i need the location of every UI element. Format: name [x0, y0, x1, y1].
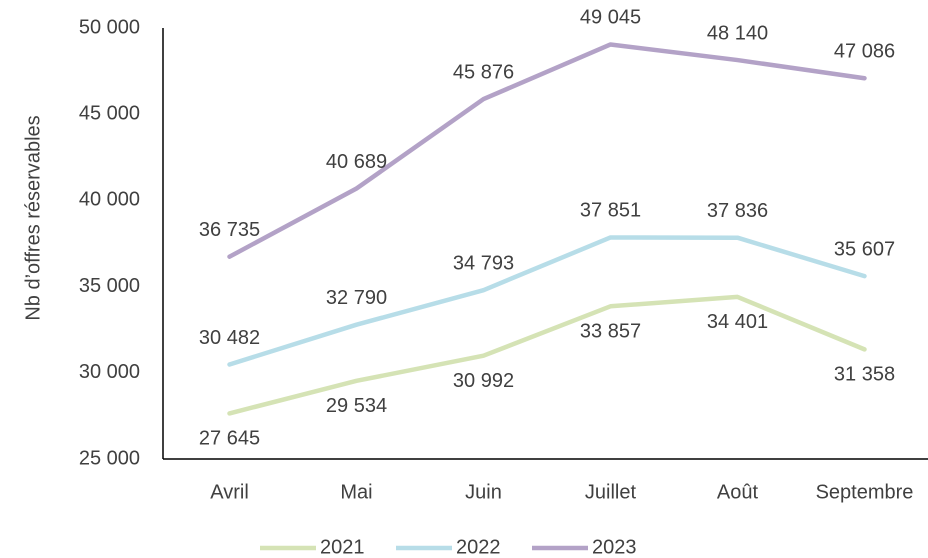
x-tick-label: Juillet	[585, 481, 637, 503]
data-label: 40 689	[326, 151, 387, 173]
data-label: 34 793	[453, 252, 514, 274]
data-label: 48 140	[707, 22, 768, 44]
y-tick-label: 25 000	[79, 447, 140, 469]
legend-label: 2022	[456, 536, 501, 558]
data-label: 31 358	[834, 364, 895, 386]
x-tick-label: Septembre	[816, 481, 914, 503]
legend-label: 2021	[320, 536, 365, 558]
y-axis-label: Nb d’offres réservables	[22, 115, 44, 320]
data-label: 37 851	[580, 200, 641, 222]
series-line	[227, 294, 867, 416]
data-label: 49 045	[580, 7, 641, 29]
y-tick-label: 40 000	[79, 189, 140, 211]
y-tick-label: 45 000	[79, 102, 140, 124]
x-tick-label: Mai	[340, 481, 372, 503]
x-tick-label: Juin	[465, 481, 502, 503]
data-label: 33 857	[580, 321, 641, 343]
data-label: 37 836	[707, 200, 768, 222]
x-tick-label: Avril	[210, 481, 249, 503]
data-label: 45 876	[453, 61, 514, 83]
series-line	[227, 42, 867, 259]
data-label: 30 482	[199, 327, 260, 349]
data-label: 34 401	[707, 311, 768, 333]
data-label: 47 086	[834, 41, 895, 63]
y-tick-label: 30 000	[79, 361, 140, 383]
x-tick-label: Août	[717, 481, 759, 503]
data-label: 29 534	[326, 395, 387, 417]
data-label: 36 735	[199, 219, 260, 241]
legend-label: 2023	[592, 536, 637, 558]
y-tick-label: 35 000	[79, 275, 140, 297]
series-line	[227, 235, 867, 367]
data-label: 30 992	[453, 370, 514, 392]
y-tick-label: 50 000	[79, 16, 140, 38]
data-label: 35 607	[834, 238, 895, 260]
data-label: 32 790	[326, 287, 387, 309]
data-label: 27 645	[199, 428, 260, 450]
